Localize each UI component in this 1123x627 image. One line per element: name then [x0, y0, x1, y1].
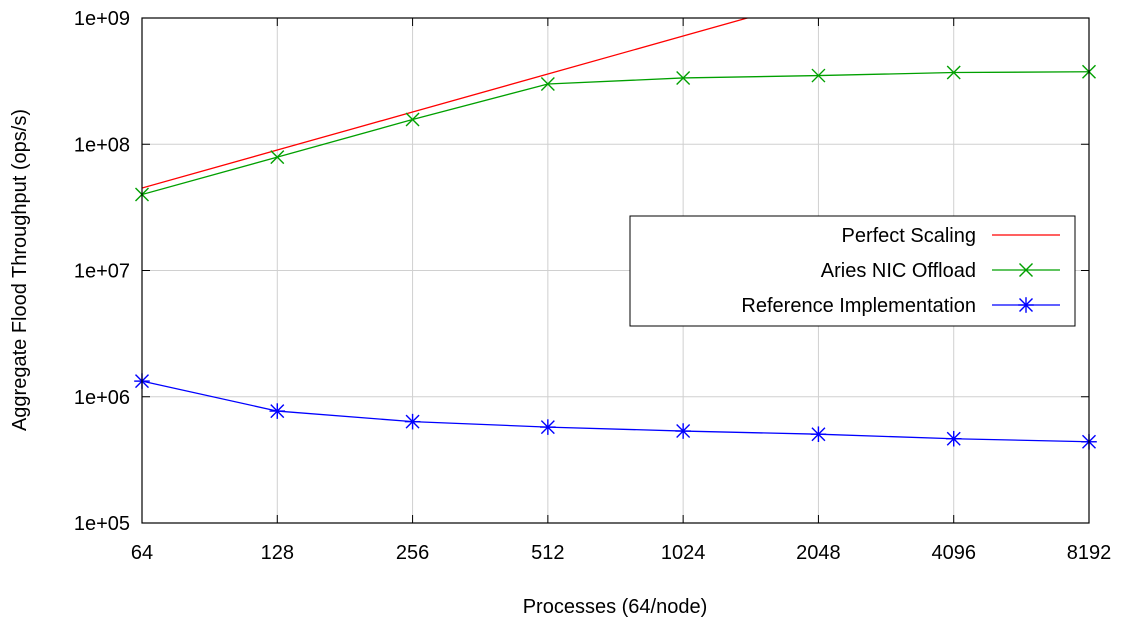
x-tick-label: 4096	[931, 542, 976, 564]
data-point	[676, 70, 691, 85]
data-point	[270, 150, 285, 165]
y-tick-label: 1e+07	[74, 261, 130, 283]
legend-marker	[1018, 297, 1034, 313]
y-axis: 1e+05 1e+06 1e+07 1e+08 1e+09	[74, 8, 1089, 535]
y-tick-label: 1e+06	[74, 387, 130, 409]
x-tick-label: 8192	[1067, 542, 1112, 564]
x-tick-label: 512	[531, 542, 564, 564]
data-point	[946, 65, 961, 80]
series-line-2	[142, 71, 1089, 196]
data-point	[675, 423, 691, 439]
legend: Perfect Scaling Aries NIC Offload Referenc…	[629, 215, 1076, 327]
x-axis: 64 128 256 512 1024 2048 4096 8192	[131, 18, 1111, 564]
data-point	[811, 68, 826, 83]
data-point	[810, 426, 827, 443]
legend-label: Aries NIC Offload	[821, 260, 976, 282]
legend-box	[629, 215, 1076, 327]
series-line-1	[142, 18, 750, 189]
legend-marker	[1019, 263, 1033, 277]
x-tick-label: 2048	[796, 542, 841, 564]
series-line-3	[142, 380, 1089, 443]
data-point	[269, 403, 286, 419]
legend-label: Reference Implementation	[741, 295, 976, 317]
data-point	[405, 112, 420, 127]
y-axis-title: Aggregate Flood Throughput (ops/s)	[9, 109, 31, 431]
x-tick-label: 64	[131, 542, 153, 564]
series-layer	[142, 18, 1089, 443]
legend-label: Perfect Scaling	[841, 225, 976, 247]
y-tick-label: 1e+08	[74, 134, 130, 156]
y-tick-label: 1e+09	[74, 8, 130, 30]
y-tick-label: 1e+05	[74, 513, 130, 535]
x-tick-label: 1024	[661, 542, 706, 564]
x-tick-label: 128	[261, 542, 294, 564]
data-point	[540, 77, 555, 92]
markers-layer	[134, 64, 1097, 450]
data-point	[945, 430, 962, 447]
data-point	[540, 419, 556, 435]
x-tick-label: 256	[396, 542, 429, 564]
data-point	[404, 413, 421, 430]
x-axis-title: Processes (64/node)	[523, 596, 708, 618]
